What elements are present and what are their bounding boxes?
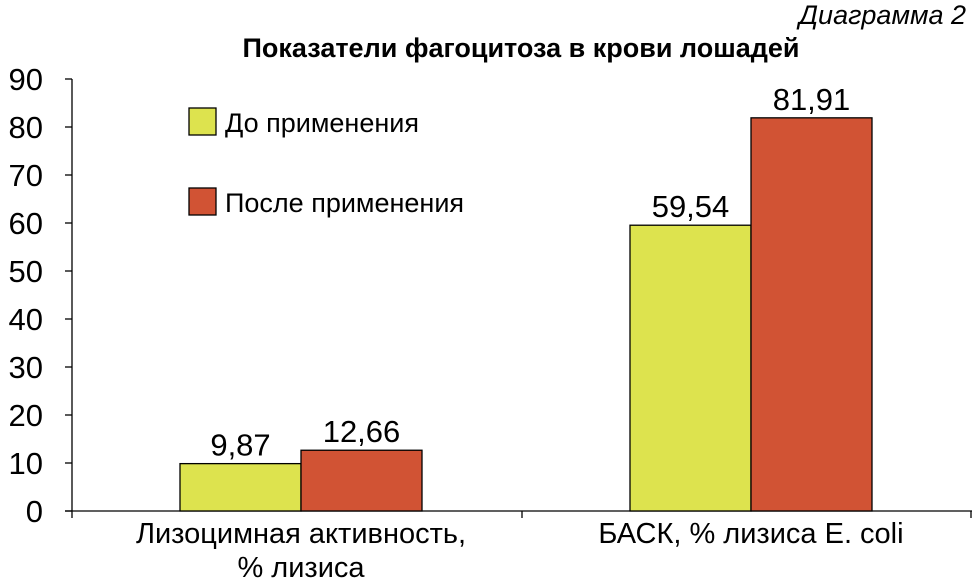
data-label: 81,91	[773, 82, 851, 117]
x-category-label: БАСК, % лизиса E. coli	[598, 518, 903, 550]
x-category-label-line: % лизиса	[237, 552, 365, 582]
y-tick-label: 20	[9, 398, 43, 433]
bar-2-2	[750, 117, 873, 512]
y-tick-label: 70	[9, 158, 43, 193]
y-tick-label: 50	[9, 254, 43, 289]
bar-2-1	[300, 449, 423, 512]
bars	[179, 117, 873, 512]
x-category-label-line: Лизоцимная активность,	[136, 518, 466, 550]
legend-swatch-1	[188, 107, 217, 136]
data-label: 12,66	[323, 414, 401, 449]
legend-label-1: До применения	[225, 108, 419, 138]
legend-swatch-2	[188, 187, 217, 216]
y-tick-label: 10	[9, 446, 43, 481]
chart-title: Показатели фагоцитоза в крови лошадей	[242, 33, 800, 63]
legend-label-2: После применения	[225, 188, 464, 218]
axes: 0 10 20 30 40 50 60 70 80 90 Лизоцимная активность…	[9, 62, 972, 582]
y-tick-label: 60	[9, 206, 43, 241]
y-tick-label: 90	[9, 62, 43, 97]
data-label: 59,54	[652, 189, 730, 224]
diagram-number: Диаграмма 2	[799, 0, 966, 30]
y-tick-label: 80	[9, 110, 43, 145]
y-tick-label: 40	[9, 302, 43, 337]
x-category-label-line: БАСК, % лизиса E. coli	[598, 518, 903, 550]
data-labels: 9,87 12,66 59,54 81,91	[210, 82, 850, 463]
data-label: 9,87	[210, 428, 270, 463]
x-category-label: Лизоцимная активность,% лизиса	[136, 518, 466, 582]
legend: До применения После применения	[188, 107, 464, 218]
y-tick-label: 30	[9, 350, 43, 385]
bar-1-1	[179, 462, 302, 512]
y-tick-label: 0	[26, 494, 43, 529]
bar-1-2	[629, 224, 752, 512]
